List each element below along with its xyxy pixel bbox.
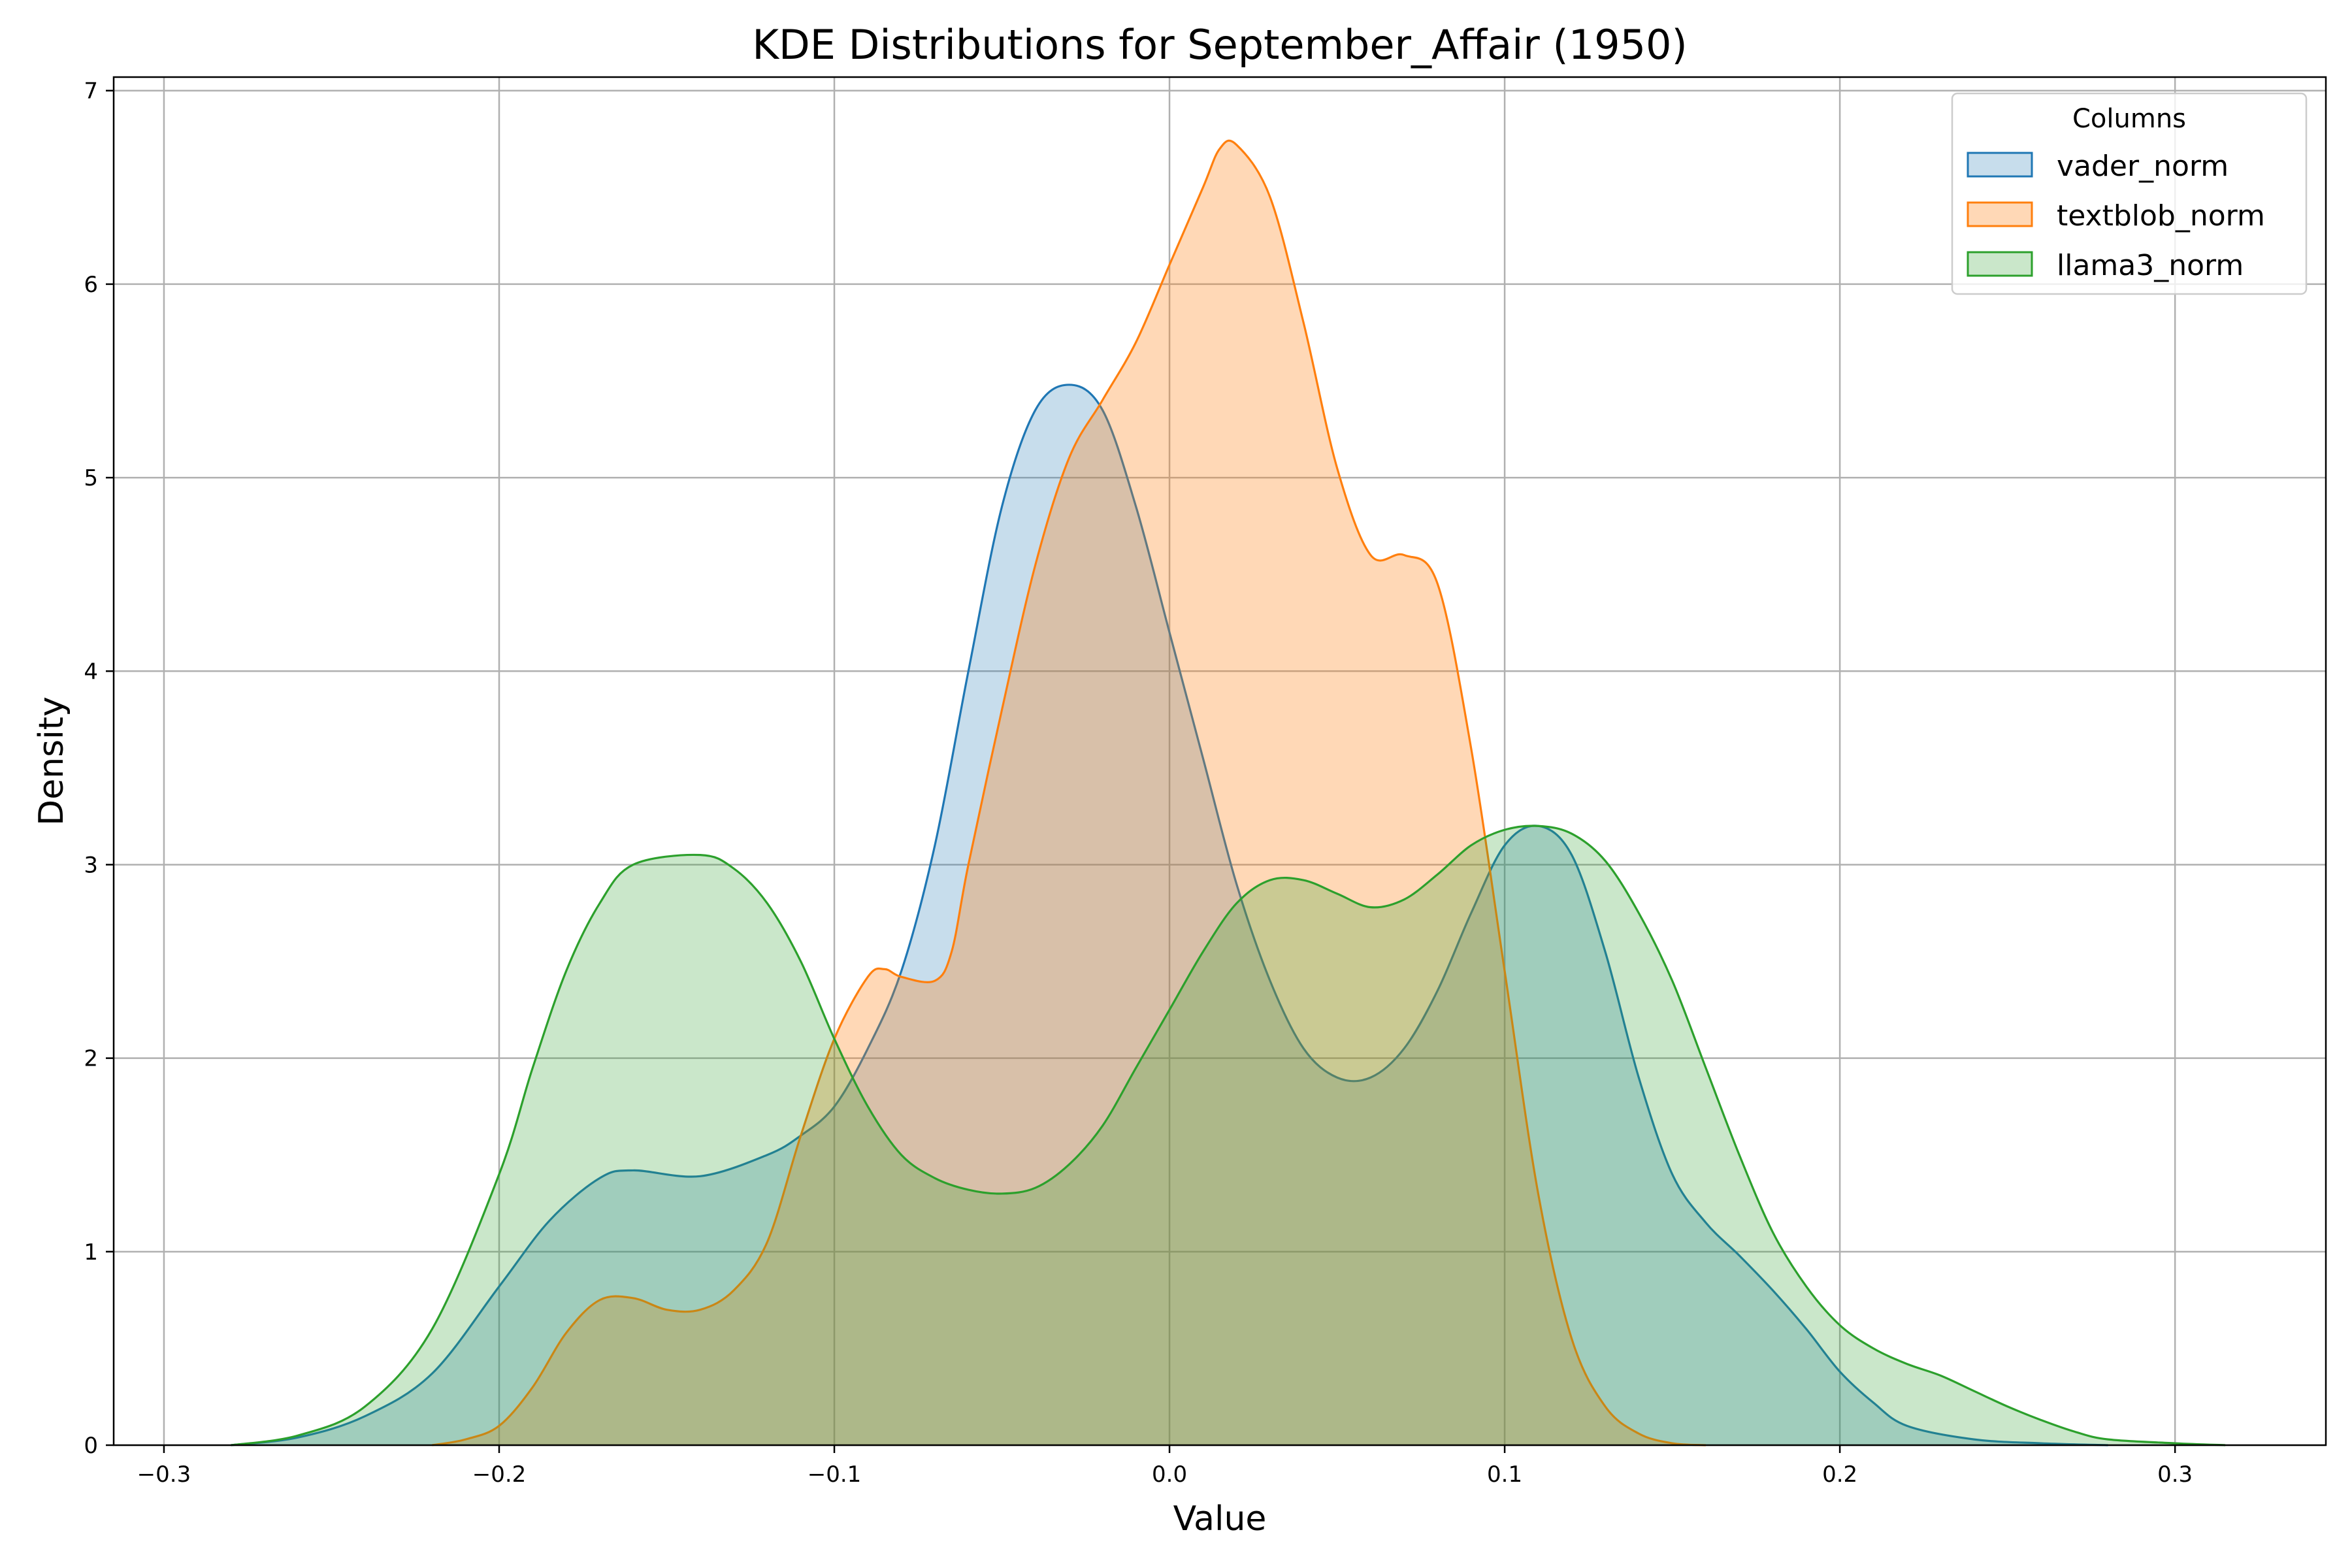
legend-label-textblob_norm: textblob_norm bbox=[2057, 199, 2265, 233]
y-tick-label: 4 bbox=[84, 659, 98, 685]
legend-label-vader_norm: vader_norm bbox=[2057, 150, 2229, 183]
series-line-vader_norm bbox=[231, 384, 2108, 1446]
x-tick-label: 0.2 bbox=[1822, 1462, 1857, 1488]
x-tick-label: 0.1 bbox=[1487, 1462, 1522, 1488]
legend-swatch-llama3_norm bbox=[1967, 251, 2033, 277]
legend-title: Columns bbox=[2072, 104, 2186, 134]
y-tick-label: 0 bbox=[84, 1433, 98, 1459]
axis-ticks: −0.3 −0.2 −0.1 0.0 0.1 0.2 0.3 0 1 2 3 4 5 6 7 bbox=[84, 78, 2193, 1488]
y-tick-label: 2 bbox=[84, 1046, 98, 1072]
chart-title: KDE Distributions for September_Affair (… bbox=[752, 21, 1687, 69]
y-tick-label: 1 bbox=[84, 1239, 98, 1266]
x-tick-label: 0.3 bbox=[2157, 1462, 2193, 1488]
y-tick-label: 7 bbox=[84, 78, 98, 105]
series-line-textblob_norm bbox=[432, 139, 1706, 1446]
y-tick-label: 3 bbox=[84, 852, 98, 878]
x-tick-label: −0.1 bbox=[808, 1462, 862, 1488]
legend-items: vader_norm textblob_norm llama3_norm bbox=[1967, 150, 2265, 282]
y-tick-label: 6 bbox=[84, 272, 98, 298]
y-tick-label: 5 bbox=[84, 465, 98, 491]
series-line-llama3_norm bbox=[231, 825, 2226, 1446]
legend: Columns vader_norm textblob_norm llama3_no… bbox=[1951, 92, 2308, 295]
legend-swatch-vader_norm bbox=[1967, 152, 2033, 178]
series-area-textblob_norm bbox=[432, 140, 1706, 1446]
series-areas bbox=[231, 139, 2226, 1446]
plot-frame bbox=[112, 76, 2327, 1446]
legend-box bbox=[1951, 92, 2308, 295]
y-axis-label: Density bbox=[32, 696, 71, 826]
series-area-vader_norm bbox=[231, 384, 2108, 1446]
x-tick-label: 0.0 bbox=[1152, 1462, 1187, 1488]
x-tick-label: −0.2 bbox=[472, 1462, 527, 1488]
legend-swatch-textblob_norm bbox=[1967, 201, 2033, 227]
series-area-llama3_norm bbox=[231, 825, 2226, 1445]
x-tick-label: −0.3 bbox=[137, 1462, 191, 1488]
x-axis-label: Value bbox=[1173, 1499, 1267, 1539]
legend-label-llama3_norm: llama3_norm bbox=[2057, 249, 2244, 282]
